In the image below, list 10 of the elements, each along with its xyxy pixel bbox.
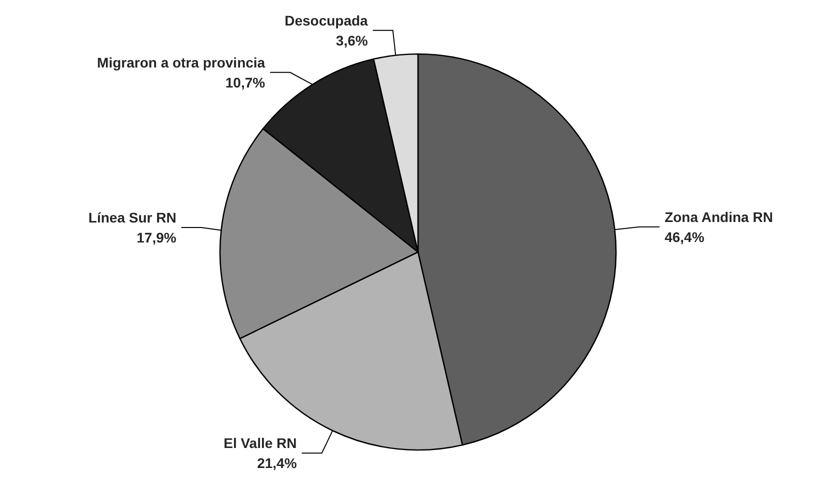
slice-label: Línea Sur RN [88,210,176,226]
slice-label: Zona Andina RN [664,208,773,225]
data-label: 17,9% [136,230,177,246]
slice-label: Desocupada [284,12,368,28]
data-label: 21,4% [257,455,298,472]
slice-label: Migraron a otra provincia [97,54,266,70]
data-label: 46,4% [664,228,705,245]
slice-label: El Valle RN [224,435,297,452]
data-label: 3,6% [336,32,368,48]
data-label: 10,7% [225,74,266,90]
